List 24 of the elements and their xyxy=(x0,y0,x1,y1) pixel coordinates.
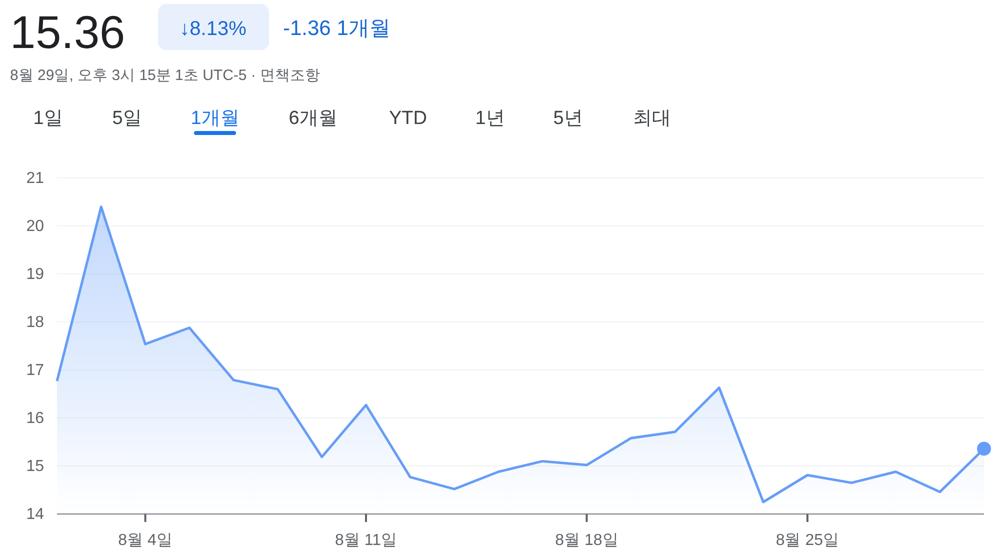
text: 5년 xyxy=(553,108,583,129)
chart-title: 15.36 xyxy=(10,6,126,58)
chart-subtitle: 8월 29일, 오후 3시 15분 1초 UTC-5 · 면책조항 xyxy=(10,67,320,84)
x-tick-label: 8월 18일 xyxy=(555,532,618,549)
text: ↓8.13% xyxy=(180,18,247,40)
text: 5일 xyxy=(112,108,142,129)
text: YTD xyxy=(389,108,427,129)
y-tick-label: 19 xyxy=(26,266,44,283)
y-tick-label: 16 xyxy=(26,410,44,427)
x-tick-label: 8월 11일 xyxy=(335,532,397,549)
y-tick-label: 15 xyxy=(26,458,44,475)
text: 최대 xyxy=(633,108,671,129)
y-tick-label: 21 xyxy=(26,170,44,187)
y-tick-label: 18 xyxy=(26,314,44,331)
x-tick-label: 8월 4일 xyxy=(118,532,172,549)
x-tick-label: 8월 25일 xyxy=(776,532,839,549)
text: -1.36 1개월 xyxy=(283,17,390,40)
text: 1년 xyxy=(475,108,505,129)
y-tick-label: 17 xyxy=(26,362,44,379)
text: 6개월 xyxy=(288,108,338,129)
y-tick-label: 20 xyxy=(26,218,44,235)
y-tick-label: 14 xyxy=(26,506,44,523)
text: 1개월 xyxy=(190,108,240,129)
text: 1일 xyxy=(33,108,63,129)
